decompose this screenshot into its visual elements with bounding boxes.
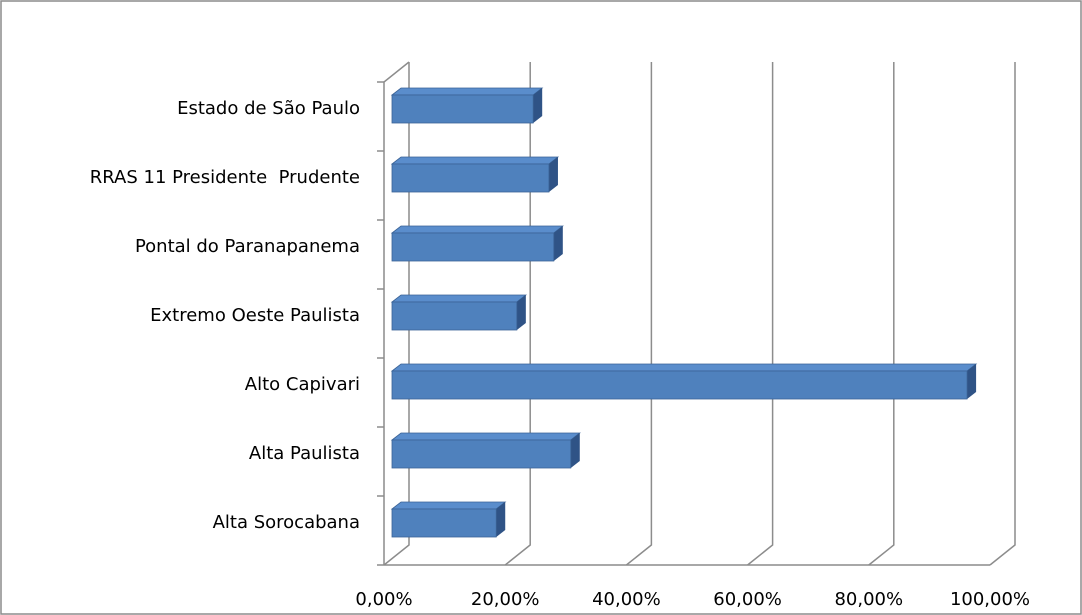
bar-side: [967, 364, 977, 399]
bar-top: [390, 156, 560, 165]
bar-top: [390, 87, 544, 96]
y-tick-label: Estado de São Paulo: [177, 98, 360, 119]
grid-line: [383, 62, 410, 566]
y-tick-label: RRAS 11 Presidente Prudente: [90, 167, 360, 188]
bar-top: [390, 501, 507, 510]
bar: [391, 94, 534, 124]
bar-top: [390, 363, 978, 372]
bar: [391, 301, 518, 331]
grid-line: [625, 62, 653, 566]
bar-side: [553, 226, 563, 261]
bar-side: [570, 433, 580, 468]
y-tick-label: Extremo Oeste Paulista: [150, 305, 360, 326]
bar: [391, 508, 497, 538]
bar: [391, 439, 572, 469]
grid-line: [989, 62, 1016, 566]
grid-line: [868, 62, 895, 566]
x-tick-label: 80,00%: [834, 589, 903, 610]
bar: [391, 370, 968, 400]
y-tick-label: Pontal do Paranapanema: [135, 236, 360, 257]
bar: [391, 163, 550, 193]
bar-top: [390, 294, 528, 303]
grid-line: [504, 62, 531, 566]
grid-line: [747, 62, 774, 566]
x-tick-label: 100,00%: [950, 589, 1030, 610]
bar: [391, 232, 555, 262]
bar-side: [533, 88, 543, 123]
y-tick-label: Alta Sorocabana: [213, 512, 360, 533]
bar-side: [516, 295, 526, 330]
x-tick-label: 0,00%: [355, 589, 412, 610]
x-tick-label: 40,00%: [592, 589, 661, 610]
bar-side: [496, 502, 506, 537]
x-tick-label: 20,00%: [471, 589, 540, 610]
y-tick-label: Alto Capivari: [245, 374, 360, 395]
y-tick-label: Alta Paulista: [249, 443, 360, 464]
bar-top: [390, 225, 564, 234]
x-tick-label: 60,00%: [713, 589, 782, 610]
bar-top: [390, 432, 581, 441]
bar-side: [548, 157, 558, 192]
